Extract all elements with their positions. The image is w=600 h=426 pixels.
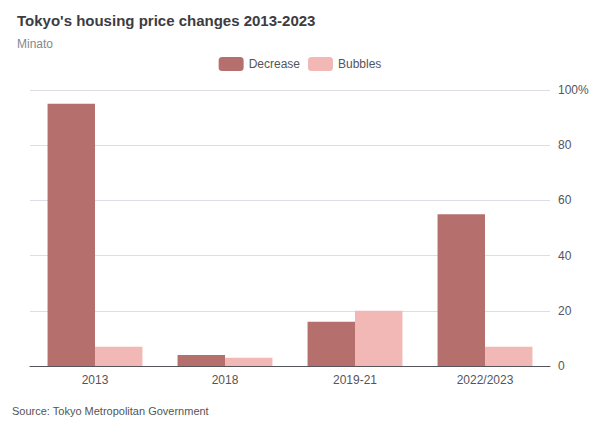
svg-text:100%: 100% [558, 83, 589, 97]
svg-text:Bubbles: Bubbles [338, 57, 381, 71]
svg-text:40: 40 [558, 249, 572, 263]
svg-text:60: 60 [558, 193, 572, 207]
svg-text:20: 20 [558, 304, 572, 318]
svg-text:2022/2023: 2022/2023 [457, 373, 514, 387]
svg-text:Decrease: Decrease [249, 57, 301, 71]
svg-text:2019-21: 2019-21 [333, 373, 377, 387]
svg-text:80: 80 [558, 138, 572, 152]
svg-text:Tokyo's housing price changes: Tokyo's housing price changes 2013-2023 [17, 12, 315, 29]
svg-text:2018: 2018 [212, 373, 239, 387]
svg-text:Source: Tokyo Metropolitan Gov: Source: Tokyo Metropolitan Government [12, 405, 209, 417]
svg-text:0: 0 [558, 359, 565, 373]
svg-text:Minato: Minato [17, 37, 53, 51]
svg-text:2013: 2013 [82, 373, 109, 387]
